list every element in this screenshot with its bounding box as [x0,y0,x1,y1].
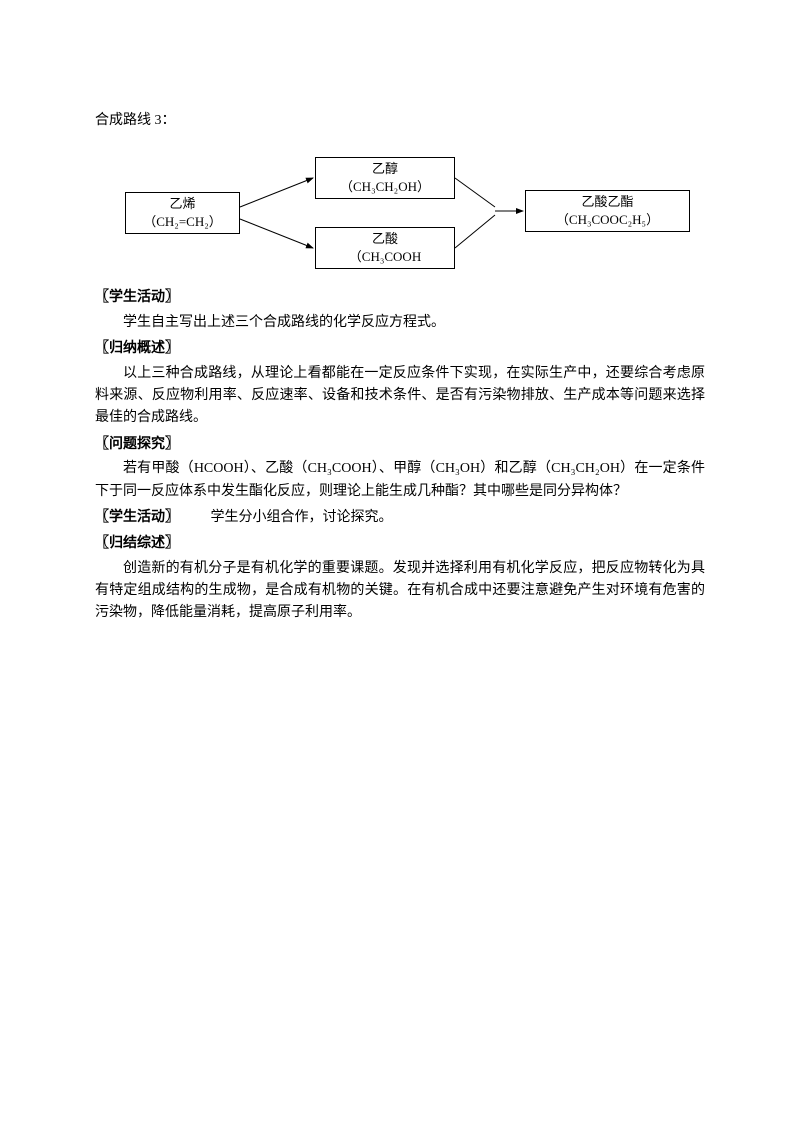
header-student-activity-1: 〖学生活动〗 [95,287,705,309]
node-ethanol-formula: （CH₃CH₂OH） [340,178,430,196]
node-ethyl-acetate-name: 乙酸乙酯 [581,193,633,211]
header-summary-1: 〖归纳概述〗 [95,338,705,360]
node-ethanol: 乙醇 （CH₃CH₂OH） [315,157,455,199]
header-student-activity-2: 〖学生活动〗 [95,510,179,525]
body-problem: 若有甲酸（HCOOH）、乙酸（CH₃COOH）、甲醇（CH₃OH）和乙醇（CH₃… [95,458,705,503]
node-ethylene-name: 乙烯 [169,195,195,213]
body-student-activity-1: 学生自主写出上述三个合成路线的化学反应方程式。 [95,312,705,334]
node-ethyl-acetate: 乙酸乙酯 （CH₃COOC₂H₅） [525,190,690,232]
node-acetic-acid-name: 乙酸 [372,230,398,248]
row-student-activity-2: 〖学生活动〗 学生分小组合作，讨论探究。 [95,507,705,529]
line-acetic-merge [455,215,495,248]
header-problem: 〖问题探究〗 [95,434,705,456]
node-acetic-acid-formula: （CH₃COOH [349,248,421,266]
arrow-ethylene-acetic-acid [240,219,313,248]
node-ethanol-name: 乙醇 [372,160,398,178]
route-title: 合成路线 3： [95,110,705,132]
node-ethylene: 乙烯 （CH₂=CH₂） [125,192,240,234]
body-summary-2: 创造新的有机分子是有机化学的重要课题。发现并选择利用有机化学反应，把反应物转化为… [95,558,705,625]
node-ethyl-acetate-formula: （CH₃COOC₂H₅） [556,211,659,229]
header-summary-2: 〖归结综述〗 [95,533,705,555]
line-ethanol-merge [455,178,495,207]
body-summary-1: 以上三种合成路线，从理论上看都能在一定反应条件下实现，在实际生产中，还要综合考虑… [95,363,705,430]
node-acetic-acid: 乙酸 （CH₃COOH [315,227,455,269]
synthesis-diagram: 乙烯 （CH₂=CH₂） 乙醇 （CH₃CH₂OH） 乙酸 （CH₃COOH 乙… [125,152,705,282]
arrow-ethylene-ethanol [240,178,313,207]
body-student-activity-2: 学生分小组合作，讨论探究。 [211,510,393,525]
node-ethylene-formula: （CH₂=CH₂） [143,213,222,231]
